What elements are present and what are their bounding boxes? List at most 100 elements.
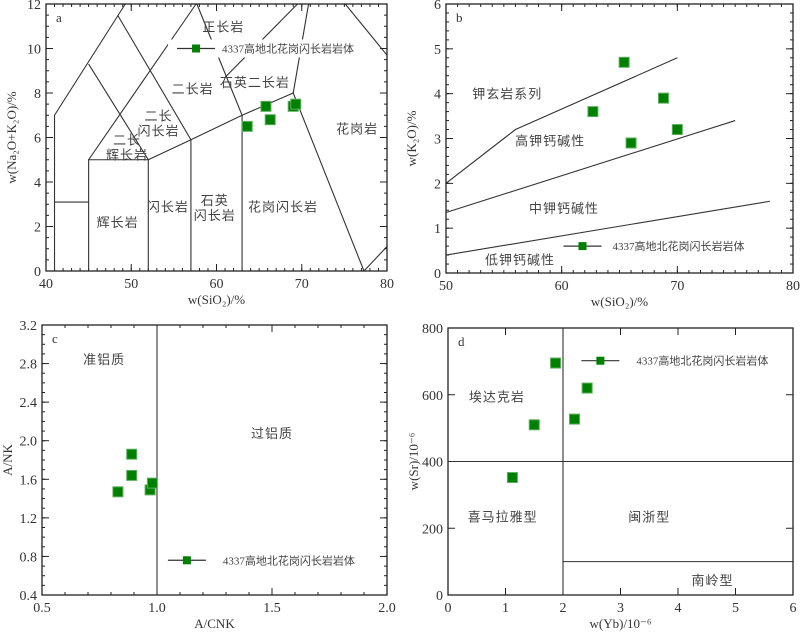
y-axis-label: w(Sr)/10⁻⁶ <box>406 433 421 491</box>
field-label: 南岭型 <box>691 573 733 588</box>
y-tick-label: 0 <box>34 265 41 280</box>
legend-marker <box>182 556 191 565</box>
y-tick-label: 2.0 <box>20 435 38 450</box>
y-tick-label: 0 <box>434 267 441 282</box>
field-label: 石英闪长岩 <box>194 193 236 223</box>
data-point <box>550 357 562 369</box>
y-tick-label: 2.4 <box>20 396 38 411</box>
panel-letter: a <box>56 10 62 25</box>
plot-frame <box>45 3 388 272</box>
x-tick-label: 80 <box>786 279 800 294</box>
legend-marker <box>596 356 605 365</box>
field-label: 花岗闪长岩 <box>248 199 318 214</box>
y-tick-label: 6 <box>434 0 441 13</box>
field-label: 闪长岩 <box>147 199 189 214</box>
y-tick-label: 4 <box>434 88 441 103</box>
x-tick-label: 50 <box>124 277 138 292</box>
data-point <box>264 114 276 126</box>
plot-frame <box>447 327 794 596</box>
y-tick-label: 3.2 <box>20 319 38 334</box>
x-tick-label: 1 <box>502 601 509 616</box>
x-tick-label: 60 <box>555 279 569 294</box>
field-boundary-line <box>445 200 770 256</box>
data-point <box>506 472 518 484</box>
x-tick-label: 0 <box>445 601 452 616</box>
y-tick-label: 5 <box>434 43 441 58</box>
x-tick-label: 60 <box>210 277 224 292</box>
chart-panel-c: 0.5 1.0 1.5 2.0 0.4 0.8 1.2 1.6 2.0 2.4 2.8 3.2 准铝质过… <box>0 319 396 631</box>
data-point <box>671 124 683 136</box>
data-point <box>146 477 158 489</box>
x-axis-label: w(Yb)/10⁻⁶ <box>590 616 652 631</box>
y-tick-label: 1 <box>434 222 441 237</box>
data-point <box>569 413 580 425</box>
field-label: 二长岩 <box>172 82 214 97</box>
legend-label: 4337高地北花岗闪长岩岩体 <box>223 553 355 567</box>
field-boundary-line <box>445 120 736 213</box>
y-tick-label: 200 <box>422 522 443 537</box>
field-label: 花岗岩 <box>336 122 378 137</box>
field-boundary-line <box>88 3 197 161</box>
plot-frame <box>41 324 388 596</box>
y-tick-label: 2.8 <box>20 358 38 373</box>
data-point <box>581 382 593 394</box>
x-axis-label: A/CNK <box>194 616 235 631</box>
x-tick-label: 80 <box>380 277 394 292</box>
y-tick-label: 800 <box>422 322 443 337</box>
y-axis-label: A/NK <box>0 444 15 476</box>
y-axis-label: w(K₂O)/% <box>404 110 419 166</box>
field-boundary-line <box>88 63 149 161</box>
field-boundary-line <box>344 3 388 56</box>
field-label: 辉长岩 <box>97 215 139 230</box>
field-label: 高钾钙碱性 <box>515 134 585 149</box>
field-label: 钾玄岩系列 <box>472 87 542 102</box>
legend-label: 4337高地北花岗闪长岩岩体 <box>222 42 354 56</box>
field-label: 二长辉长岩 <box>106 133 148 163</box>
y-tick-label: 2 <box>434 177 441 192</box>
data-point <box>528 419 540 431</box>
plot-frame <box>445 3 794 274</box>
y-tick-label: 0.4 <box>20 589 38 604</box>
y-tick-label: 4 <box>34 176 41 191</box>
x-tick-label: 70 <box>670 279 684 294</box>
data-point <box>112 486 124 498</box>
x-tick-label: 1.0 <box>148 601 166 616</box>
field-label: 低钾钙碱性 <box>485 253 555 268</box>
x-axis-label: w(SiO₂)/% <box>188 292 245 307</box>
legend-label: 4337高地北花岗闪长岩岩体 <box>636 354 768 368</box>
y-tick-label: 3 <box>434 133 441 148</box>
panel-letter: d <box>458 334 465 349</box>
x-tick-label: 4 <box>675 601 682 616</box>
data-point <box>260 100 272 112</box>
y-tick-label: 1.6 <box>20 473 38 488</box>
legend-label: 4337高地北花岗闪长岩岩体 <box>612 239 744 253</box>
x-tick-label: 50 <box>439 279 453 294</box>
data-point <box>290 98 302 110</box>
y-tick-label: 0.8 <box>20 550 38 565</box>
data-point <box>625 137 637 149</box>
x-tick-label: 6 <box>790 601 797 616</box>
data-point <box>587 106 599 118</box>
data-point <box>618 56 630 68</box>
y-tick-label: 6 <box>34 132 41 147</box>
panel-letter: c <box>52 331 58 346</box>
field-label: 埃达克岩 <box>469 389 525 404</box>
legend-marker <box>192 44 201 53</box>
y-tick-label: 8 <box>34 87 41 102</box>
field-boundary-line <box>88 159 149 271</box>
x-axis-label: w(SiO₂)/% <box>591 294 648 309</box>
field-boundary-line <box>445 57 678 184</box>
field-label: 石英二长岩 <box>220 75 290 90</box>
y-tick-label: 0 <box>436 589 443 604</box>
legend-background <box>168 39 359 58</box>
x-tick-label: 40 <box>39 277 53 292</box>
legend-marker <box>578 242 587 251</box>
y-tick-label: 1.2 <box>20 512 38 527</box>
x-tick-label: 5 <box>732 601 739 616</box>
x-tick-label: 3 <box>617 601 624 616</box>
field-label: 闽浙型 <box>628 510 670 525</box>
